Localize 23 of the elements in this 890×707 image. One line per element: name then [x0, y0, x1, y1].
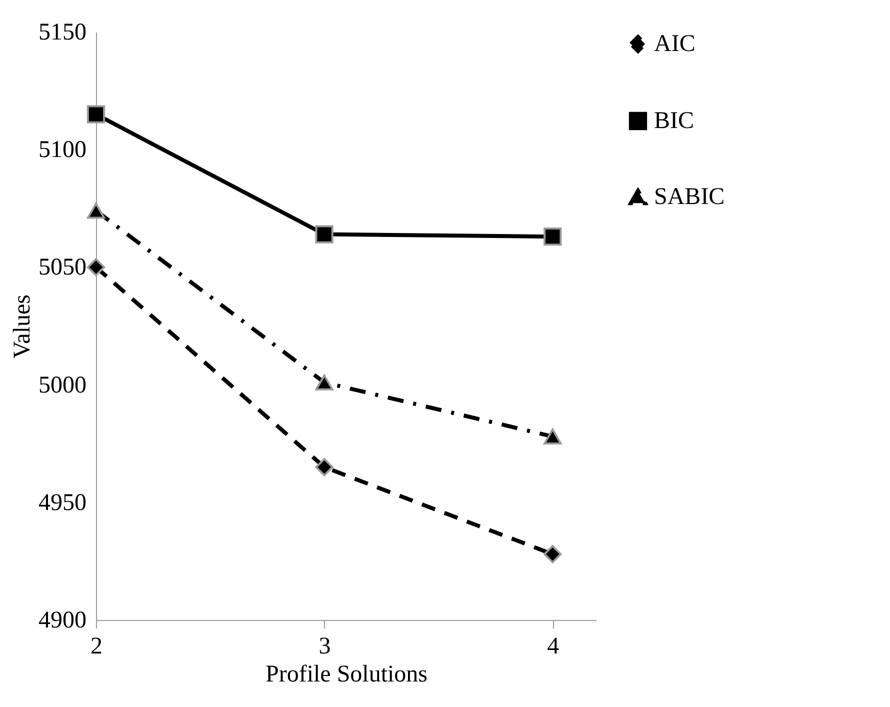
legend-label: AIC — [654, 31, 696, 57]
y-tick-label: 5100 — [38, 137, 86, 164]
point — [544, 228, 562, 246]
point — [86, 258, 106, 276]
point — [315, 225, 334, 244]
point — [315, 374, 334, 390]
x-tick-label: 4 — [547, 634, 560, 660]
x-tick-label: 3 — [318, 634, 331, 660]
point — [86, 202, 106, 219]
point — [86, 105, 106, 124]
y-axis-title: Values — [10, 294, 36, 358]
legend-label: SABIC — [654, 184, 725, 210]
point — [544, 428, 562, 445]
y-tick-label: 4900 — [38, 608, 86, 634]
x-axis-title: Profile Solutions — [265, 662, 428, 688]
point — [544, 545, 562, 564]
point — [315, 458, 334, 476]
y-tick-label: 5000 — [38, 372, 86, 398]
y-tick-label: 4950 — [38, 490, 86, 516]
y-tick-label: 5150 — [38, 20, 86, 46]
x-tick-label: 2 — [90, 634, 102, 660]
legend-label: BIC — [654, 108, 694, 134]
y-tick-label: 5050 — [38, 254, 86, 281]
